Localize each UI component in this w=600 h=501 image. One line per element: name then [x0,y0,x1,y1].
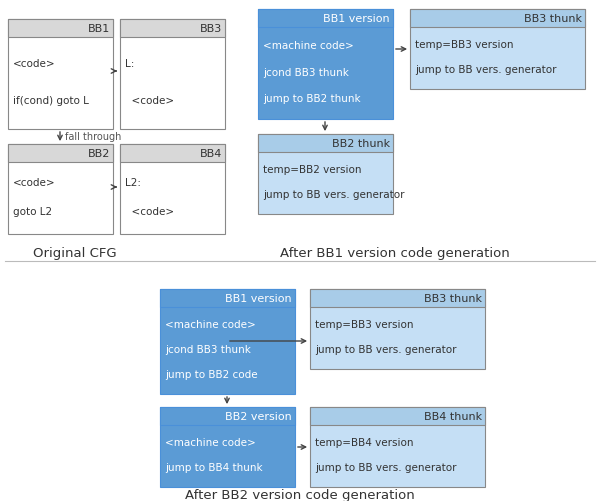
Text: jump to BB vers. generator: jump to BB vers. generator [315,345,457,354]
Text: jump to BB2 thunk: jump to BB2 thunk [263,94,361,104]
Bar [258,135,393,214]
Bar [120,20,225,130]
Text: jump to BB vers. generator: jump to BB vers. generator [415,65,557,75]
Text: BB4 thunk: BB4 thunk [424,411,482,421]
Bar [120,20,225,38]
Text: BB3: BB3 [200,24,222,34]
Text: temp=BB3 version: temp=BB3 version [315,320,413,330]
Text: BB1: BB1 [88,24,110,34]
Text: BB2 thunk: BB2 thunk [332,139,390,149]
Text: After BB1 version code generation: After BB1 version code generation [280,246,510,259]
Bar [160,290,295,308]
Text: jump to BB2 code: jump to BB2 code [165,369,257,379]
Text: <code>: <code> [125,206,174,216]
Text: goto L2: goto L2 [13,206,52,216]
Text: fall through: fall through [65,132,121,142]
Text: <machine code>: <machine code> [263,41,354,51]
Text: if(cond) goto L: if(cond) goto L [13,95,89,105]
Bar [160,290,295,394]
Text: temp=BB3 version: temp=BB3 version [415,40,514,50]
Text: Original CFG: Original CFG [33,246,117,259]
Text: <code>: <code> [13,59,56,69]
Text: <machine code>: <machine code> [165,437,256,447]
Bar [8,145,113,234]
Text: BB1 version: BB1 version [226,294,292,304]
Text: temp=BB2 version: temp=BB2 version [263,165,361,175]
Text: jcond BB3 thunk: jcond BB3 thunk [263,68,349,78]
Text: BB3 thunk: BB3 thunk [424,294,482,304]
Bar [8,145,113,163]
Text: <machine code>: <machine code> [165,320,256,330]
Bar [258,135,393,153]
Bar [8,20,113,38]
Bar [8,20,113,130]
Bar [310,407,485,425]
Bar [410,10,585,90]
Bar [310,290,485,369]
Bar [410,10,585,28]
Text: After BB2 version code generation: After BB2 version code generation [185,487,415,500]
Bar [258,10,393,28]
Bar [120,145,225,234]
Text: <code>: <code> [13,178,56,188]
Text: BB3 thunk: BB3 thunk [524,14,582,24]
Text: BB2: BB2 [88,149,110,159]
Text: temp=BB4 version: temp=BB4 version [315,437,413,447]
Text: BB4: BB4 [200,149,222,159]
Text: <code>: <code> [125,95,174,105]
Text: L2:: L2: [125,178,141,188]
Text: jump to BB4 thunk: jump to BB4 thunk [165,462,263,472]
Text: BB1 version: BB1 version [323,14,390,24]
Bar [310,407,485,487]
Text: jcond BB3 thunk: jcond BB3 thunk [165,345,251,355]
Bar [160,407,295,425]
Text: jump to BB vers. generator: jump to BB vers. generator [315,462,457,472]
Bar [258,10,393,120]
Text: BB2 version: BB2 version [225,411,292,421]
Text: jump to BB vers. generator: jump to BB vers. generator [263,190,404,200]
Text: L:: L: [125,59,134,69]
Bar [310,290,485,308]
Bar [120,145,225,163]
Bar [160,407,295,487]
